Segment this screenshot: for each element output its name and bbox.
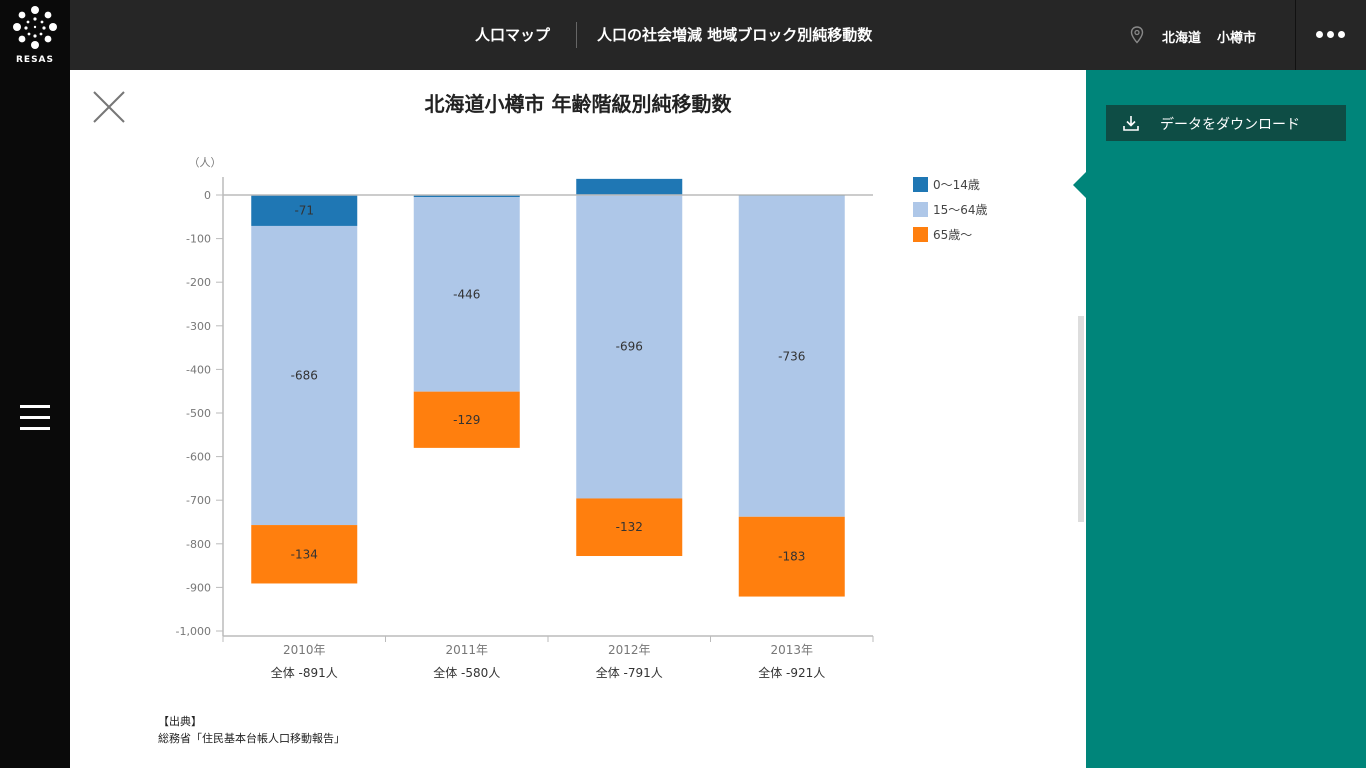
y-tick-label: -500 bbox=[186, 407, 211, 420]
bar-segment bbox=[251, 525, 358, 584]
close-icon[interactable] bbox=[92, 90, 126, 124]
data-label: -736 bbox=[778, 349, 805, 363]
y-tick-label: -100 bbox=[186, 233, 211, 246]
data-label: -132 bbox=[616, 520, 643, 534]
legend-label: 0～14歳 bbox=[933, 178, 980, 192]
total-label: 全体 -580人 bbox=[433, 665, 500, 680]
y-tick-label: 0 bbox=[204, 189, 211, 202]
legend-swatch bbox=[913, 227, 928, 242]
bar-segment bbox=[251, 195, 358, 226]
data-label: -71 bbox=[294, 203, 314, 217]
y-tick-label: -200 bbox=[186, 276, 211, 289]
download-icon bbox=[1123, 116, 1139, 131]
header: 人口マップ 人口の社会増減 地域ブロック別純移動数 北海道 小樽市 bbox=[70, 0, 1366, 70]
bar-segment bbox=[413, 197, 520, 392]
download-button[interactable]: データをダウンロード bbox=[1106, 105, 1346, 141]
scrollbar-thumb[interactable] bbox=[1078, 316, 1084, 522]
data-label: -686 bbox=[291, 369, 318, 383]
data-label: -696 bbox=[616, 340, 643, 354]
y-tick-label: -600 bbox=[186, 451, 211, 464]
left-rail: RESAS bbox=[0, 0, 70, 768]
y-tick-label: -1,000 bbox=[176, 625, 211, 638]
y-tick-label: -700 bbox=[186, 494, 211, 507]
hamburger-menu-icon[interactable] bbox=[20, 405, 50, 433]
y-tick-label: -800 bbox=[186, 538, 211, 551]
bar-segment bbox=[738, 516, 845, 597]
more-dots-icon[interactable] bbox=[1296, 0, 1366, 70]
bar-segment bbox=[576, 498, 683, 557]
logo-text: RESAS bbox=[15, 55, 54, 65]
legend-swatch bbox=[913, 202, 928, 217]
stacked-bar-chart: （人） 0 -100 -200 -300 -400 -500 -600 -700 -800 -900… bbox=[176, 156, 988, 680]
x-tick-label: 2011年 bbox=[445, 643, 488, 657]
bar-segment bbox=[413, 391, 520, 448]
bar-segment bbox=[576, 178, 683, 195]
header-divider-right bbox=[1295, 0, 1296, 70]
resas-logo[interactable]: RESAS bbox=[0, 0, 70, 70]
total-label: 全体 -891人 bbox=[271, 665, 338, 680]
data-label: -183 bbox=[778, 550, 805, 564]
resas-logo-icon bbox=[13, 6, 57, 49]
y-tick-label: -400 bbox=[186, 363, 211, 376]
y-tick-label: -900 bbox=[186, 581, 211, 594]
chart-title: 北海道小樽市 年齢階級別純移動数 bbox=[424, 92, 732, 116]
download-label: データをダウンロード bbox=[1160, 117, 1300, 133]
region-prefecture[interactable]: 北海道 bbox=[1162, 31, 1202, 46]
app-name-link[interactable]: 人口マップ bbox=[475, 26, 551, 44]
legend-swatch bbox=[913, 177, 928, 192]
panel-notch bbox=[1073, 172, 1086, 198]
source-heading: 【出典】 bbox=[158, 715, 202, 728]
source-text: 総務省「住民基本台帳人口移動報告」 bbox=[158, 732, 345, 745]
total-label: 全体 -921人 bbox=[758, 665, 825, 680]
page-title: 人口の社会増減 地域ブロック別純移動数 bbox=[597, 26, 873, 44]
data-label: -446 bbox=[453, 287, 480, 301]
bar-segment bbox=[413, 195, 520, 198]
bar-segment bbox=[251, 225, 358, 526]
data-label: -129 bbox=[453, 413, 480, 427]
x-tick-label: 2013年 bbox=[770, 643, 813, 657]
right-panel: データをダウンロード bbox=[1073, 70, 1366, 768]
x-tick-label: 2012年 bbox=[608, 643, 651, 657]
data-label: -134 bbox=[291, 547, 318, 561]
x-tick-label: 2010年 bbox=[283, 643, 326, 657]
header-divider bbox=[576, 22, 577, 48]
legend-label: 15～64歳 bbox=[933, 203, 988, 217]
location-pin-icon bbox=[1130, 26, 1144, 44]
y-tick-label: -300 bbox=[186, 320, 211, 333]
total-label: 全体 -791人 bbox=[596, 665, 663, 680]
bar-segment bbox=[576, 195, 683, 499]
chart-modal: 北海道小樽市 年齢階級別純移動数 （人） 0 -100 -200 -300 -400 -50… bbox=[70, 70, 1086, 768]
y-axis-label: （人） bbox=[189, 156, 222, 169]
legend-label: 65歳～ bbox=[933, 228, 972, 242]
source-note: 【出典】 総務省「住民基本台帳人口移動報告」 bbox=[158, 713, 345, 747]
bar-segment bbox=[738, 195, 845, 517]
region-city[interactable]: 小樽市 bbox=[1217, 31, 1257, 46]
